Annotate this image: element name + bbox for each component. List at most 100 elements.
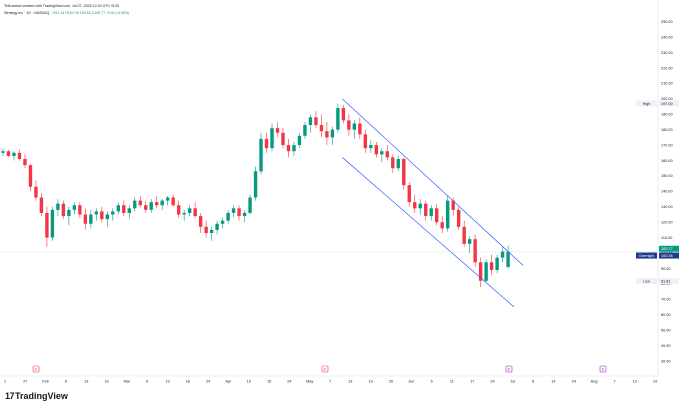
overnight-badge-label: Overnight (639, 254, 655, 258)
price-chart[interactable]: 250.00240.00230.00220.00210.00200.00190.… (0, 0, 680, 388)
candle-body-85 (467, 239, 472, 244)
candle-body-25 (138, 200, 142, 206)
symbol-name[interactable]: Strategy Inc · 1D · NASDAQ (4, 11, 50, 15)
y-tick-label-4: 210.00 (661, 82, 673, 86)
y-tick-label-8: 170.00 (661, 143, 673, 147)
candle-body-56 (308, 117, 313, 126)
candle-body-68 (374, 145, 379, 155)
y-tick-label-0: 250.00 (661, 20, 673, 24)
candle-body-69 (380, 151, 384, 155)
candle-body-11 (61, 203, 66, 217)
candle-body-61 (336, 108, 340, 130)
current-badge-value-bg (659, 245, 679, 252)
x-tick-label-5: 19 (104, 380, 108, 384)
candles-group (1, 103, 510, 287)
chart-created-by-text: TeitLanbcd created with TradingView.com,… (4, 4, 120, 8)
candle-body-27 (149, 202, 153, 210)
candle-body-40 (220, 220, 225, 224)
channel-upper-line (342, 98, 524, 266)
y-tick-label-7: 180.00 (661, 128, 673, 132)
candle-body-10 (56, 203, 60, 210)
x-tick-label-3: 6 (65, 380, 67, 384)
x-tick-label-14: 24 (287, 380, 291, 384)
candle-body-21 (116, 205, 120, 212)
x-tick-label-9: 18 (186, 380, 190, 384)
candle-body-23 (127, 208, 131, 213)
x-tick-label-19: 26 (389, 380, 393, 384)
candle-body-53 (292, 145, 296, 152)
candle-body-91 (500, 251, 505, 258)
tradingview-logo-icon[interactable]: 17 (5, 391, 15, 401)
earnings-marker-label-0: E (35, 367, 38, 372)
overnight-badge-label-bg (636, 252, 657, 259)
candle-body-48 (264, 138, 269, 149)
candle-body-46 (253, 171, 258, 198)
y-tick-label-1: 240.00 (661, 35, 673, 39)
candle-body-24 (133, 200, 137, 209)
candle-body-86 (473, 239, 477, 263)
y-tick-label-18: 70.00 (661, 298, 671, 302)
candle-body-52 (286, 145, 291, 152)
candle-body-13 (72, 205, 77, 210)
candle-body-59 (325, 131, 329, 138)
candle-body-82 (451, 200, 455, 210)
channel-lower-line (342, 157, 515, 308)
candle-body-72 (396, 158, 400, 169)
x-tick-label-20: Jun (408, 380, 414, 384)
candle-body-65 (358, 123, 362, 135)
x-tick-label-4: 13 (84, 380, 88, 384)
candle-body-62 (341, 108, 346, 121)
candle-body-28 (155, 202, 159, 206)
candle-body-8 (45, 212, 49, 238)
y-tick-label-6: 190.00 (661, 113, 673, 117)
x-tick-label-0: 1 (4, 380, 6, 384)
candle-body-75 (413, 202, 417, 209)
candle-body-54 (297, 135, 302, 146)
x-tick-label-32: 19 (653, 380, 657, 384)
candle-body-71 (391, 157, 395, 169)
x-tick-label-24: 24 (490, 380, 494, 384)
candle-body-73 (402, 158, 406, 186)
high-badge-label: High (643, 102, 650, 106)
x-tick-label-6: Mar (124, 380, 131, 384)
candle-body-35 (193, 208, 197, 217)
overnight-badge-value: 100.38 (661, 254, 673, 258)
x-tick-label-16: 7 (329, 380, 331, 384)
overnight-badge-value-bg (659, 252, 679, 259)
earnings-marker-label-3: E (602, 367, 605, 372)
low-badge-label-bg (636, 278, 657, 285)
candle-body-84 (462, 226, 466, 244)
candle-body-67 (369, 145, 373, 149)
candle-body-33 (182, 212, 186, 215)
candle-body-80 (440, 222, 444, 229)
ohlc-values: O91.14 H104.78 L90.63 C100.77 -5.00 (-5.… (52, 11, 130, 15)
candle-body-70 (385, 151, 389, 158)
x-tick-label-2: Feb (42, 380, 49, 384)
candle-body-92 (506, 251, 510, 267)
candle-body-12 (67, 209, 71, 217)
y-tick-label-13: 120.00 (661, 221, 673, 225)
x-tick-label-12: 10 (247, 380, 251, 384)
tradingview-logo-text[interactable]: TradingView (15, 391, 68, 401)
candle-body-74 (407, 185, 411, 203)
candle-body-79 (435, 208, 439, 223)
x-tick-label-11: Apr (225, 380, 232, 384)
candle-body-9 (50, 209, 55, 238)
y-tick-label-14: 110.00 (661, 236, 672, 240)
x-tick-label-29: Aug (591, 380, 598, 384)
candle-body-76 (418, 203, 422, 209)
candle-body-39 (215, 223, 219, 230)
x-tick-label-28: 24 (572, 380, 576, 384)
y-tick-label-22: 30.00 (661, 359, 671, 363)
candle-body-87 (478, 262, 483, 281)
candle-body-6 (34, 186, 38, 198)
y-tick-label-11: 140.00 (661, 190, 673, 194)
candle-body-50 (275, 128, 280, 133)
x-tick-label-27: 14 (551, 380, 555, 384)
candle-body-5 (28, 165, 33, 187)
high-badge-label-bg (636, 100, 657, 107)
candle-body-43 (237, 208, 241, 217)
candle-body-38 (209, 229, 214, 233)
candle-body-66 (363, 134, 368, 149)
candle-body-89 (489, 262, 494, 271)
